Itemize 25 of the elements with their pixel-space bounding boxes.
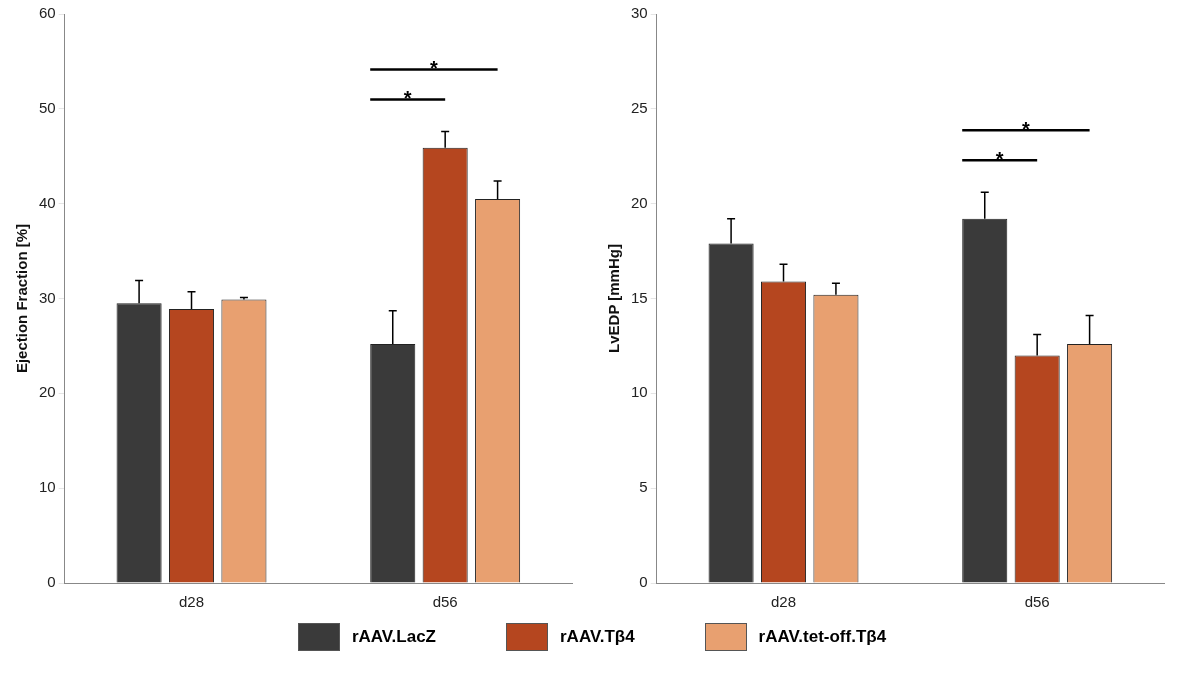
y-tick-label: 10 — [631, 383, 648, 401]
y-tick-label: 10 — [39, 478, 56, 496]
y-tick-label: 0 — [47, 573, 56, 591]
y-tick-label: 20 — [631, 193, 648, 211]
x-tick-label: d56 — [432, 593, 458, 611]
y-tick-label: 5 — [639, 478, 648, 496]
y-tick-label: 30 — [631, 4, 648, 22]
y-axis-title: LvEDP [mmHg] — [605, 244, 623, 353]
y-tick-label: 0 — [639, 573, 648, 591]
annotation: * — [1022, 117, 1030, 140]
y-tick-label: 40 — [39, 193, 56, 211]
legend-label: rAAV.LacZ — [351, 627, 436, 647]
annotation: * — [995, 147, 1004, 170]
x-tick-label: d28 — [179, 593, 205, 611]
y-tick-label: 60 — [39, 4, 56, 22]
legend-label: rAAV.tet-off.Tβ4 — [758, 627, 887, 647]
legend-label: rAAV.Tβ4 — [559, 627, 635, 647]
y-tick-label: 25 — [631, 98, 648, 116]
y-tick-label: 20 — [39, 383, 56, 401]
y-axis-title: Ejection Fraction [%] — [13, 223, 31, 374]
y-tick-label: 50 — [39, 98, 56, 116]
y-tick-label: 15 — [631, 288, 648, 306]
y-tick-label: 30 — [39, 288, 56, 306]
x-tick-label: d56 — [1024, 593, 1050, 611]
x-tick-label: d28 — [771, 593, 797, 611]
